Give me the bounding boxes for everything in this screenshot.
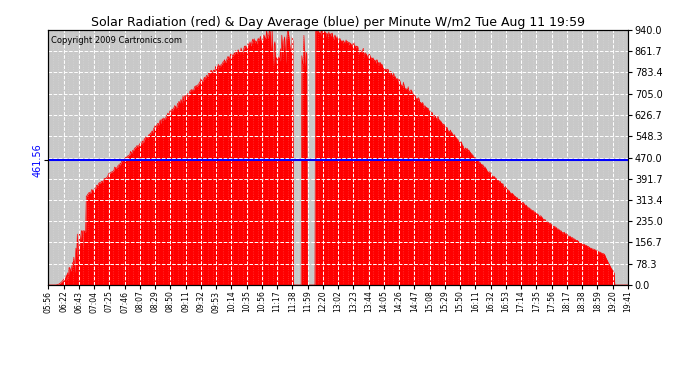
Title: Solar Radiation (red) & Day Average (blue) per Minute W/m2 Tue Aug 11 19:59: Solar Radiation (red) & Day Average (blu…: [91, 16, 585, 29]
Text: Copyright 2009 Cartronics.com: Copyright 2009 Cartronics.com: [51, 36, 182, 45]
